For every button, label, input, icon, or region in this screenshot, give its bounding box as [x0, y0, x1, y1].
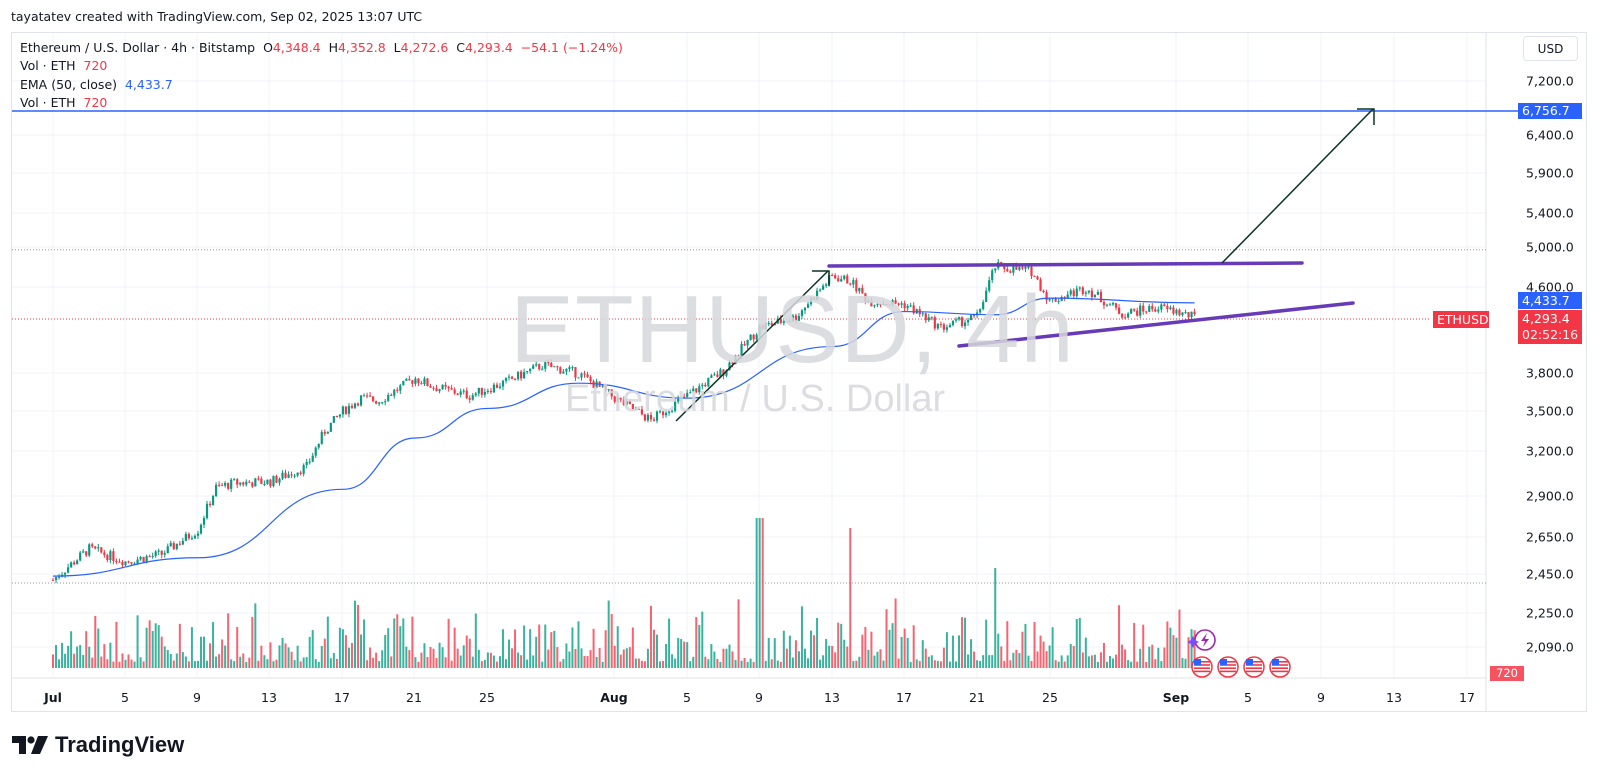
tradingview-wordmark: TradingView: [55, 732, 185, 757]
time-tick-label: 9: [193, 690, 201, 705]
price-tick-label: 3,200.0: [1526, 443, 1574, 459]
legend-ema[interactable]: EMA (50, close) 4,433.7: [20, 76, 623, 94]
time-tick-label: 17: [896, 690, 912, 705]
news-event-icon[interactable]: [1187, 629, 1216, 651]
price-tick-label: 5,000.0: [1526, 239, 1574, 255]
volume-bars: [52, 518, 1196, 668]
chart-legend: Ethereum / U.S. Dollar · 4h · Bitstamp O…: [20, 39, 623, 112]
legend-main-series[interactable]: Ethereum / U.S. Dollar · 4h · Bitstamp O…: [20, 39, 623, 57]
candlesticks: [51, 258, 1196, 584]
legend-low: 4,272.6: [400, 40, 449, 55]
legend-volume-value: 720: [83, 58, 108, 74]
us-economic-event-icon[interactable]: [1217, 656, 1239, 678]
time-tick-label: Aug: [600, 690, 628, 705]
time-tick-label: Sep: [1162, 690, 1190, 705]
ema-price-label: 4,433.7: [1518, 291, 1582, 309]
legend-ema-label: EMA (50, close): [20, 76, 118, 92]
time-tick-label: 9: [1317, 690, 1325, 705]
last-price-label: 4,293.4 02:52:16: [1518, 310, 1582, 344]
time-tick-label: 13: [824, 690, 840, 705]
price-tick-label: 3,500.0: [1526, 403, 1574, 419]
legend-high-label: H: [328, 40, 338, 55]
time-tick-label: 25: [1042, 690, 1058, 705]
time-tick-label: 5: [1244, 690, 1252, 705]
price-tick-label: 4,600.0: [1526, 279, 1574, 295]
target-price-label: 6,756.7: [1518, 103, 1582, 119]
legend-open: 4,348.4: [272, 40, 321, 55]
price-tick-label: 2,090.0: [1526, 639, 1574, 655]
tradingview-logo-icon: [12, 736, 48, 754]
time-tick-label: 17: [334, 690, 350, 705]
time-tick-label: 21: [406, 690, 422, 705]
event-markers: [1187, 629, 1291, 678]
level-lines: [12, 110, 1518, 584]
ema-line: [52, 297, 1195, 577]
us-economic-event-icon[interactable]: [1191, 656, 1213, 678]
time-tick-label: 25: [479, 690, 495, 705]
us-economic-event-icon[interactable]: [1269, 656, 1291, 678]
time-tick-label: 9: [755, 690, 763, 705]
legend-volume-2-value: 720: [83, 94, 108, 110]
time-tick-label: 13: [1386, 690, 1402, 705]
price-tick-label: 5,900.0: [1526, 165, 1574, 181]
chart-frame[interactable]: [11, 32, 1587, 712]
chart-credit: tayatatev created with TradingView.com, …: [11, 9, 423, 24]
price-tick-label: 2,450.0: [1526, 566, 1574, 582]
price-tick-label: 2,250.0: [1526, 605, 1574, 621]
watermark-symbol: ETHUSD, 4h: [510, 276, 1075, 383]
time-tick-label: 5: [683, 690, 691, 705]
legend-high: 4,352.8: [337, 40, 386, 55]
price-tick-label: 6,400.0: [1526, 127, 1574, 143]
legend-ema-value: 4,433.7: [124, 76, 173, 92]
price-tick-label: 2,650.0: [1526, 529, 1574, 545]
us-economic-event-icon[interactable]: [1243, 656, 1265, 678]
currency-button[interactable]: USD: [1523, 36, 1578, 61]
drawings: [675, 108, 1375, 422]
bar-countdown: 02:52:16: [1522, 327, 1579, 342]
legend-volume[interactable]: Vol · ETH 720: [20, 57, 623, 75]
time-tick-label: 5: [121, 690, 129, 705]
tradingview-logo[interactable]: TradingView: [12, 732, 184, 758]
time-tick-label: 17: [1459, 690, 1475, 705]
price-tick-label: 5,400.0: [1526, 205, 1574, 221]
symbol-label: ETHUSD: [1433, 310, 1489, 328]
legend-close-label: C: [456, 40, 466, 55]
price-tick-label: 3,800.0: [1526, 365, 1574, 381]
legend-open-label: O: [263, 40, 273, 55]
legend-low-label: L: [393, 40, 401, 55]
time-tick-label: 21: [969, 690, 985, 705]
time-tick-label: Jul: [44, 690, 62, 705]
last-price-value: 4,293.4: [1522, 311, 1570, 326]
legend-volume-2[interactable]: Vol · ETH 720: [20, 94, 623, 112]
legend-change: −54.1 (−1.24%): [520, 40, 623, 55]
legend-close: 4,293.4: [465, 40, 513, 55]
legend-symbol: Ethereum / U.S. Dollar · 4h · Bitstamp: [20, 40, 256, 55]
grid-lines: [12, 33, 1487, 711]
watermark-description: Ethereum / U.S. Dollar: [565, 378, 946, 420]
time-tick-label: 13: [261, 690, 277, 705]
legend-volume-2-label: Vol · ETH: [20, 94, 76, 110]
legend-volume-label: Vol · ETH: [20, 58, 76, 74]
price-tick-label: 2,900.0: [1526, 488, 1574, 504]
volume-label: 720: [1490, 665, 1524, 681]
price-tick-label: 7,200.0: [1526, 73, 1574, 89]
